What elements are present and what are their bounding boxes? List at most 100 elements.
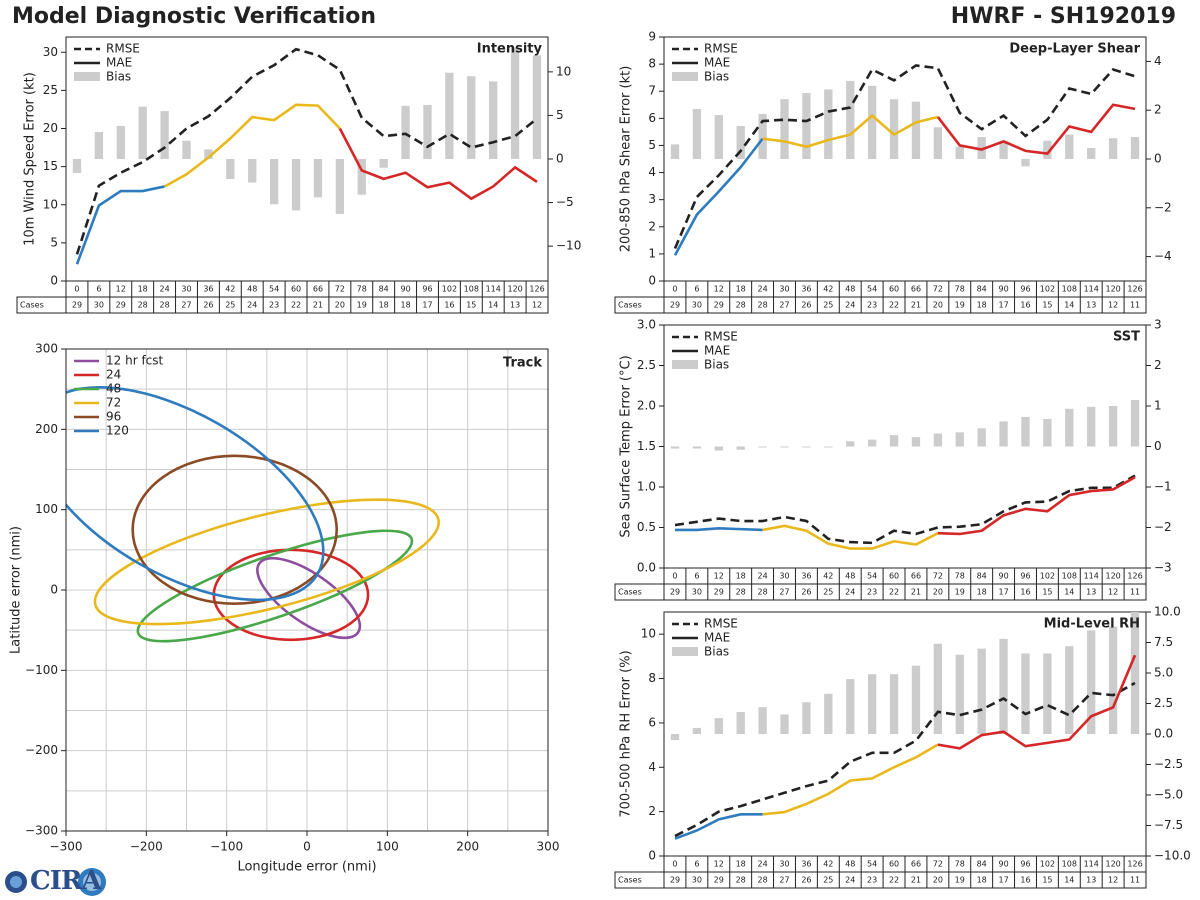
intensity-case-value: 14: [488, 301, 498, 310]
sst-bias-bar: [1087, 406, 1096, 447]
sst-bias-bar: [1021, 416, 1030, 447]
intensity-bias-bar: [248, 159, 257, 183]
shear-hour-label: 18: [736, 285, 746, 294]
intensity-hour-label: 78: [357, 285, 367, 294]
intensity-hour-label: 90: [400, 285, 410, 294]
intensity-hour-label: 84: [379, 285, 389, 294]
sst-hour-label: 60: [889, 572, 899, 581]
sst-case-value: 28: [757, 588, 767, 597]
rh-case-value: 29: [670, 876, 680, 885]
sst-bias-bar: [1043, 418, 1052, 447]
sst-hour-label: 42: [823, 572, 833, 581]
shear-bias-bar: [802, 93, 811, 159]
rh-case-value: 28: [757, 876, 767, 885]
intensity-bias-bar: [445, 72, 454, 159]
sst-bias-bar: [1108, 406, 1118, 447]
shear-hour-label: 48: [845, 285, 855, 294]
sst-legend-bias: Bias: [704, 358, 729, 372]
rh-ytick-label: 6: [648, 715, 656, 729]
intensity-legend-bias: Bias: [106, 70, 131, 84]
sst-ytick-label: 1.0: [637, 480, 656, 494]
sst-case-value: 22: [889, 588, 899, 597]
track-ytick-label: −100: [25, 663, 58, 677]
intensity-hour-label: 54: [269, 285, 279, 294]
sst-case-value: 26: [801, 588, 811, 597]
shear-case-value: 17: [998, 301, 1008, 310]
intensity-hour-label: 60: [291, 285, 301, 294]
rh-case-value: 18: [977, 876, 987, 885]
track-legend-label: 96: [106, 410, 121, 424]
intensity-hour-label: 72: [335, 285, 345, 294]
sst-bias-bar: [802, 446, 811, 448]
rh-hour-label: 36: [801, 860, 811, 869]
shear-hour-label: 60: [889, 285, 899, 294]
shear-hour-label: 114: [1084, 285, 1099, 294]
intensity-ytick-label: 15: [43, 159, 58, 173]
intensity-mae-line-late: [338, 127, 538, 201]
intensity-hour-label: 18: [138, 285, 148, 294]
rh-case-value: 28: [736, 876, 746, 885]
intensity-bias-bar: [489, 81, 498, 159]
intensity-cases-label: Cases: [20, 301, 44, 310]
rh-bias-bar: [1108, 626, 1118, 734]
rh-title: Mid-Level RH: [1044, 617, 1140, 632]
rh-hour-label: 114: [1084, 860, 1099, 869]
sst-title: SST: [1113, 330, 1140, 345]
intensity-hour-label: 126: [529, 285, 544, 294]
sst-bias-bar: [714, 446, 723, 451]
shear-case-value: 26: [801, 301, 811, 310]
sst-y2tick-label: −3: [1154, 561, 1172, 575]
sst-hour-label: 0: [672, 572, 677, 581]
shear-y2tick-label: 2: [1154, 103, 1162, 117]
sst-hour-label: 78: [955, 572, 965, 581]
shear-hour-label: 36: [801, 285, 811, 294]
track-panel: −300 −300 −200 −200 −100 −100 0 0 100 100 200 200 30…: [9, 342, 560, 875]
intensity-y2tick-label: 5: [556, 108, 564, 122]
sst-bias-bar: [889, 435, 899, 447]
rh-case-value: 19: [955, 876, 965, 885]
rh-case-value: 12: [1108, 876, 1118, 885]
shear-case-value: 30: [692, 301, 702, 310]
sst-ytick-label: 3.0: [637, 318, 656, 332]
sst-case-value: 18: [977, 588, 987, 597]
intensity-case-value: 22: [291, 301, 301, 310]
sst-hour-label: 48: [845, 572, 855, 581]
intensity-cases-table: Cases 0 6 12 18 24 30 36 42 48 54 60 66 72 78 84 90 96 102…: [16, 280, 549, 314]
rh-bias-bar: [736, 712, 745, 734]
shear-bias-bar: [1130, 137, 1140, 159]
shear-case-value: 22: [889, 301, 899, 310]
intensity-ytick-label: 30: [43, 45, 58, 59]
track-ylabel: Latitude error (nmi): [9, 526, 24, 654]
shear-hour-label: 54: [867, 285, 877, 294]
shear-hour-label: 78: [955, 285, 965, 294]
sst-y2tick-label: 2: [1154, 358, 1162, 372]
intensity-case-value: 25: [225, 301, 235, 310]
sst-case-value: 23: [867, 588, 877, 597]
shear-bias-bar: [955, 146, 964, 159]
sst-hour-label: 30: [779, 572, 789, 581]
sst-case-value: 13: [1086, 588, 1096, 597]
intensity-case-value: 28: [159, 301, 169, 310]
intensity-title: Intensity: [477, 42, 543, 57]
shear-hour-label: 108: [1062, 285, 1077, 294]
intensity-y2tick-label: −10: [556, 239, 581, 253]
shear-case-value: 15: [1042, 301, 1052, 310]
intensity-case-value: 29: [72, 301, 82, 310]
intensity-hour-label: 120: [507, 285, 522, 294]
intensity-hour-label: 42: [225, 285, 235, 294]
sst-hour-label: 126: [1127, 572, 1142, 581]
intensity-bias-bar: [72, 159, 82, 173]
rh-ylabel: 700-500 hPa RH Error (%): [619, 650, 634, 817]
intensity-rmse-line: [75, 47, 538, 255]
shear-hour-label: 126: [1127, 285, 1142, 294]
rh-hour-label: 24: [757, 860, 767, 869]
rh-bias-bar: [889, 674, 899, 734]
shear-bias-bar: [714, 115, 723, 159]
track-xtick-label: −100: [210, 840, 243, 854]
intensity-hour-label: 24: [159, 285, 169, 294]
track-legend-label: 120: [106, 424, 129, 438]
shear-case-value: 25: [823, 301, 833, 310]
shear-hour-label: 6: [694, 285, 699, 294]
